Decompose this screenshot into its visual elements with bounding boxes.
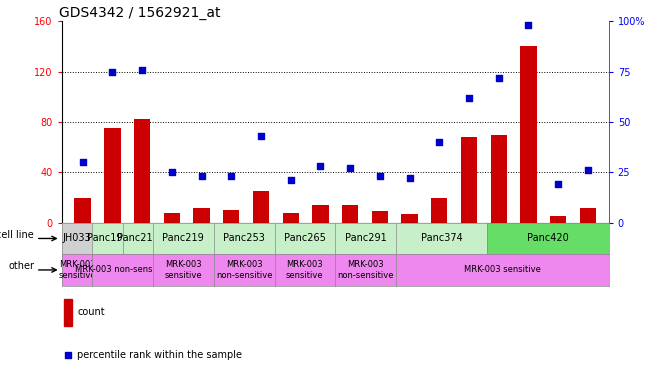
Point [583, 167, 593, 174]
Point [226, 173, 236, 179]
Bar [64, 299, 72, 326]
Point [434, 139, 445, 145]
Bar [402, 214, 418, 223]
Point [197, 173, 207, 179]
Bar [431, 197, 447, 223]
Bar [461, 137, 477, 223]
Text: Panc374: Panc374 [421, 233, 462, 243]
Point [137, 66, 147, 73]
Text: cell line: cell line [0, 230, 34, 240]
Bar [163, 213, 180, 223]
Point [309, 101, 319, 107]
Text: Panc253: Panc253 [223, 233, 265, 243]
Text: GDS4342 / 1562921_at: GDS4342 / 1562921_at [59, 6, 221, 20]
Text: JH033: JH033 [62, 233, 91, 243]
Point [374, 173, 385, 179]
Text: Panc291: Panc291 [345, 233, 387, 243]
Point [107, 68, 118, 74]
Text: Panc420: Panc420 [527, 233, 569, 243]
Point [404, 175, 415, 182]
Bar [579, 208, 596, 223]
Text: MRK-003 sensitive: MRK-003 sensitive [464, 265, 541, 275]
Bar [342, 205, 358, 223]
Point [315, 163, 326, 169]
Bar [491, 134, 507, 223]
Text: other: other [8, 261, 34, 271]
Bar [134, 119, 150, 223]
Text: MRK-003
non-sensitive: MRK-003 non-sensitive [337, 260, 394, 280]
Point [553, 181, 563, 187]
Bar [283, 213, 299, 223]
Text: MRK-003
sensitive: MRK-003 sensitive [286, 260, 324, 280]
Bar [223, 210, 240, 223]
Point [256, 133, 266, 139]
Bar [550, 217, 566, 223]
Text: MRK-003
non-sensitive: MRK-003 non-sensitive [216, 260, 272, 280]
Text: MRK-003 non-sensitive: MRK-003 non-sensitive [75, 265, 171, 275]
Point [493, 74, 504, 81]
Bar [193, 208, 210, 223]
Point [345, 165, 355, 171]
Text: Panc198: Panc198 [87, 233, 128, 243]
Point [523, 22, 534, 28]
Text: percentile rank within the sample: percentile rank within the sample [77, 350, 242, 360]
Text: Panc219: Panc219 [163, 233, 204, 243]
Bar [372, 211, 388, 223]
Bar [520, 46, 536, 223]
Point [167, 169, 177, 175]
Point [286, 177, 296, 184]
Text: Panc265: Panc265 [284, 233, 326, 243]
Text: count: count [77, 307, 105, 317]
Point [77, 159, 88, 166]
Bar [74, 197, 91, 223]
Text: MRK-003
sensitive: MRK-003 sensitive [165, 260, 202, 280]
Bar [104, 128, 120, 223]
Text: MRK-003
sensitive: MRK-003 sensitive [58, 260, 96, 280]
Bar [312, 205, 329, 223]
Point [464, 95, 474, 101]
Bar [253, 191, 269, 223]
Text: Panc215: Panc215 [117, 233, 159, 243]
